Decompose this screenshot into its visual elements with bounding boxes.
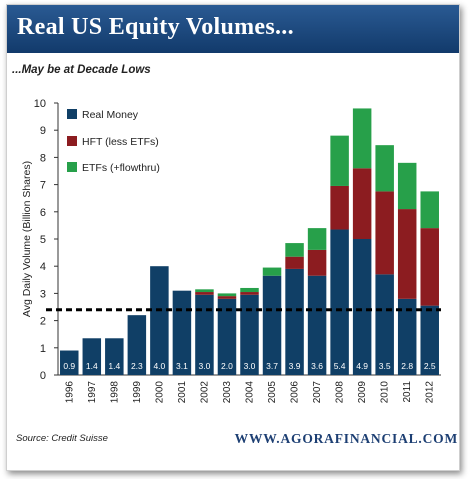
bar-segment xyxy=(307,228,327,250)
bar-segment xyxy=(217,293,237,297)
bar-value-label: 5.4 xyxy=(334,361,346,371)
bar-value-label: 2.3 xyxy=(131,361,143,371)
x-tick-label: 2010 xyxy=(380,381,391,404)
bar-value-label: 3.0 xyxy=(199,361,211,371)
y-tick-label: 8 xyxy=(40,152,46,164)
bar-value-label: 4.9 xyxy=(356,361,368,371)
y-tick-label: 10 xyxy=(34,98,46,110)
bar-value-label: 4.0 xyxy=(153,361,165,371)
bar-segment xyxy=(352,239,372,375)
bar-value-label: 3.6 xyxy=(311,361,323,371)
bar-segment xyxy=(330,229,349,375)
x-tick-label: 1999 xyxy=(132,381,143,404)
bar-segment xyxy=(262,267,282,276)
bar-segment xyxy=(82,338,102,375)
bar-value-label: 0.9 xyxy=(63,361,75,371)
bar-segment xyxy=(217,298,237,375)
bar-segment xyxy=(105,338,124,375)
bar-segment xyxy=(420,305,439,375)
y-tick-label: 2 xyxy=(40,316,46,328)
y-tick-label: 5 xyxy=(40,234,46,246)
legend-swatch xyxy=(67,136,77,146)
bar-value-label: 3.1 xyxy=(176,361,188,371)
y-tick-label: 1 xyxy=(40,343,46,355)
x-tick-label: 2005 xyxy=(267,381,278,404)
bar-segment xyxy=(397,298,417,375)
bar-value-label: 2.8 xyxy=(401,361,413,371)
bar-value-label: 3.5 xyxy=(379,361,391,371)
x-tick-label: 2000 xyxy=(154,381,165,404)
bar-segment xyxy=(127,315,147,375)
bar-segment xyxy=(397,209,417,299)
bar-value-label: 1.4 xyxy=(108,361,120,371)
y-tick-label: 4 xyxy=(40,261,46,273)
bar-segment xyxy=(352,108,372,169)
bar-value-label: 3.7 xyxy=(266,361,278,371)
x-tick-label: 2006 xyxy=(290,381,301,404)
x-tick-label: 2012 xyxy=(425,381,436,404)
bar-segment xyxy=(330,135,349,186)
bar-segment xyxy=(195,294,214,375)
bar-segment xyxy=(375,274,394,375)
bar-segment xyxy=(375,145,394,192)
y-tick-label: 6 xyxy=(40,207,46,219)
bar-segment xyxy=(195,292,214,295)
x-tick-label: 2009 xyxy=(357,381,368,404)
y-tick-label: 3 xyxy=(40,288,46,300)
bar-segment xyxy=(240,287,259,293)
bar-segment xyxy=(60,350,79,375)
bar-value-label: 2.5 xyxy=(424,361,436,371)
legend-label: HFT (less ETFs) xyxy=(82,136,159,148)
x-tick-label: 1996 xyxy=(64,381,75,404)
x-tick-label: 2003 xyxy=(222,381,233,404)
title-banner: Real US Equity Volumes... xyxy=(7,5,459,53)
bar-segment xyxy=(375,191,394,275)
x-tick-label: 2007 xyxy=(312,381,323,404)
legend-label: Real Money xyxy=(82,109,139,121)
bar-segment xyxy=(285,256,304,269)
bar-segment xyxy=(195,289,214,293)
bar-segment xyxy=(307,249,327,276)
source-note: Source: Credit Suisse xyxy=(16,433,108,444)
bar-segment xyxy=(285,243,304,257)
bar-segment xyxy=(240,294,259,375)
bar-segment xyxy=(352,168,372,239)
legend-swatch xyxy=(67,162,77,172)
y-tick-label: 9 xyxy=(40,125,46,137)
x-tick-label: 2008 xyxy=(335,381,346,404)
bar-segment xyxy=(150,266,169,375)
brand-url: WWW.AGORAFINANCIAL.COM xyxy=(234,431,458,446)
chart-title: Real US Equity Volumes... xyxy=(17,14,294,40)
bar-value-label: 1.4 xyxy=(86,361,98,371)
bar-segment xyxy=(172,290,192,375)
bar-segment xyxy=(240,292,259,295)
y-tick-label: 0 xyxy=(40,370,46,382)
x-tick-label: 2001 xyxy=(177,381,188,404)
bar-segment xyxy=(420,228,439,306)
y-tick-label: 7 xyxy=(40,180,46,192)
x-tick-label: 2002 xyxy=(199,381,210,404)
bar-segment xyxy=(285,268,304,375)
y-axis-label: Avg Daily Volume (Billion Shares) xyxy=(21,161,33,317)
x-tick-label: 2011 xyxy=(402,381,413,403)
bar-segment xyxy=(262,275,282,375)
bar-value-label: 2.0 xyxy=(221,361,233,371)
x-tick-label: 1997 xyxy=(87,381,98,404)
x-tick-label: 2004 xyxy=(245,381,256,404)
bar-segment xyxy=(420,191,439,229)
bar-value-label: 3.9 xyxy=(289,361,301,371)
x-tick-label: 1998 xyxy=(109,381,120,404)
bar-segment xyxy=(397,162,417,210)
bar-segment xyxy=(217,296,237,299)
bar-segment xyxy=(330,185,349,230)
bar-value-label: 3.0 xyxy=(244,361,256,371)
legend-swatch xyxy=(67,109,77,119)
bar-segment xyxy=(307,275,327,375)
legend-label: ETFs (+flowthru) xyxy=(82,162,160,174)
chart-subtitle: ...May be at Decade Lows xyxy=(12,64,151,76)
